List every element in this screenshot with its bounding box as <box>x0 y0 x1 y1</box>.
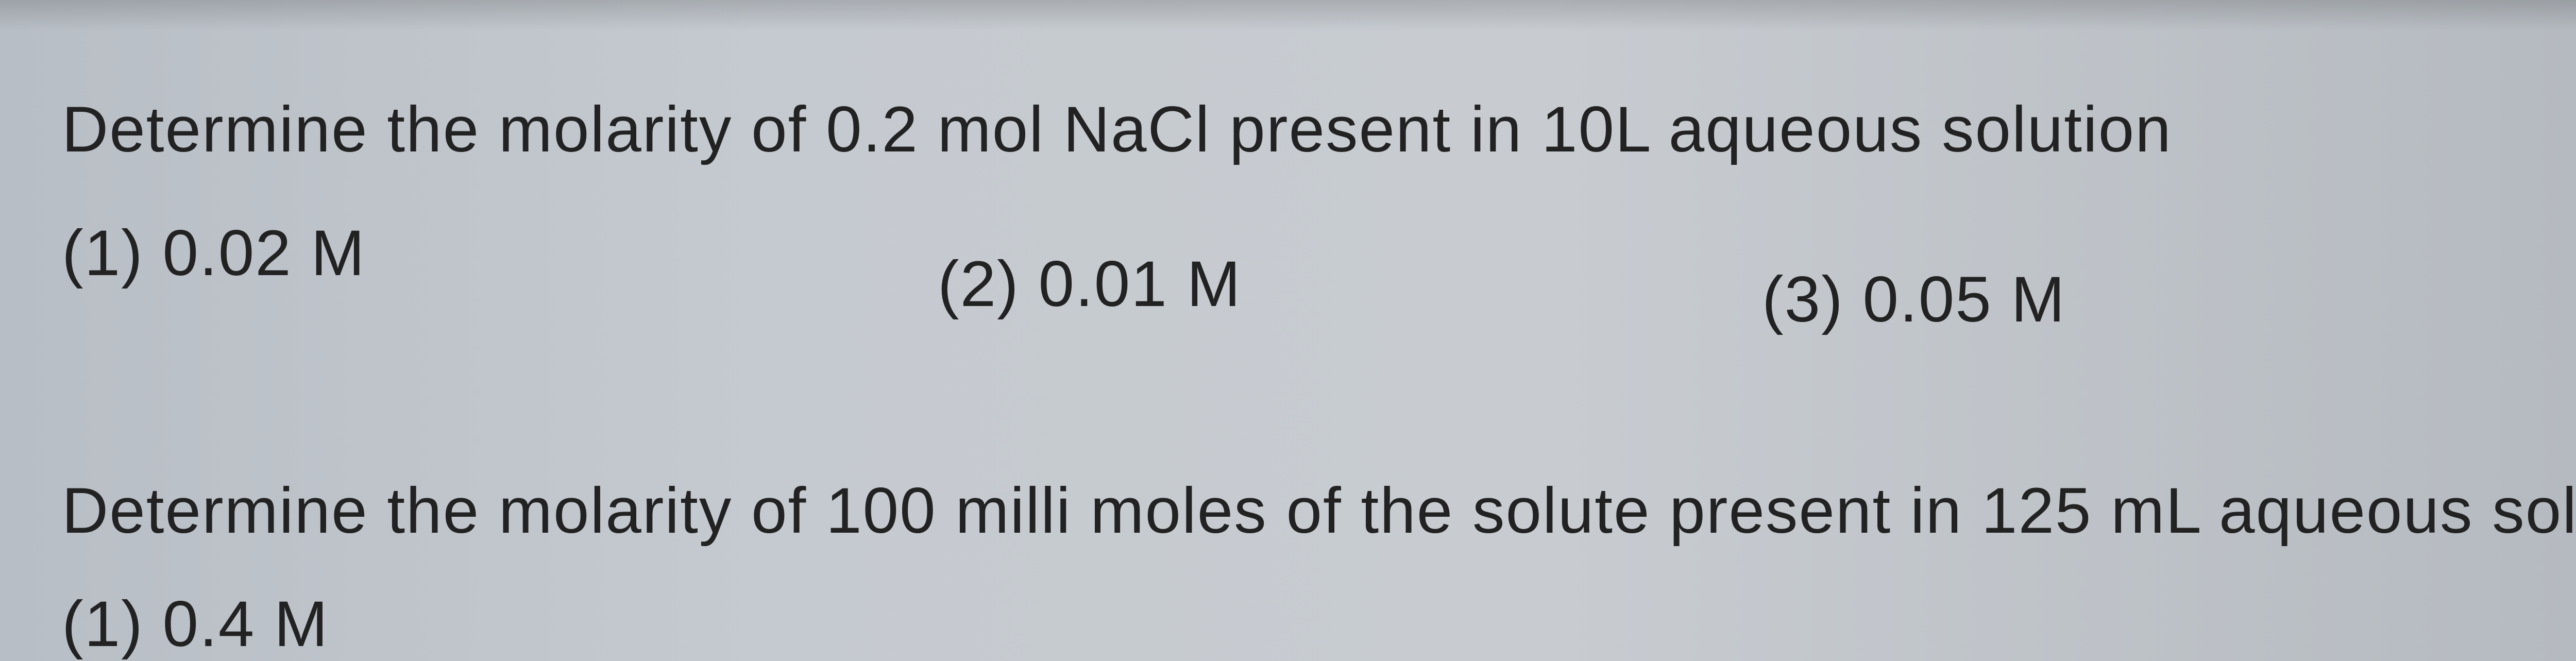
question-1-option-2: (2) 0.01 M <box>938 247 1242 321</box>
page-container: Determine the molarity of 0.2 mol NaCl p… <box>0 0 2576 647</box>
question-1-text: Determine the molarity of 0.2 mol NaCl p… <box>62 93 2172 166</box>
question-2-option-1-partial: (1) 0.4 M <box>62 587 329 661</box>
question-2-text: Determine the molarity of 100 milli mole… <box>62 474 2576 548</box>
top-shadow <box>0 0 2576 31</box>
question-1-option-3: (3) 0.05 M <box>1762 263 2066 336</box>
question-1-option-1: (1) 0.02 M <box>62 216 366 290</box>
